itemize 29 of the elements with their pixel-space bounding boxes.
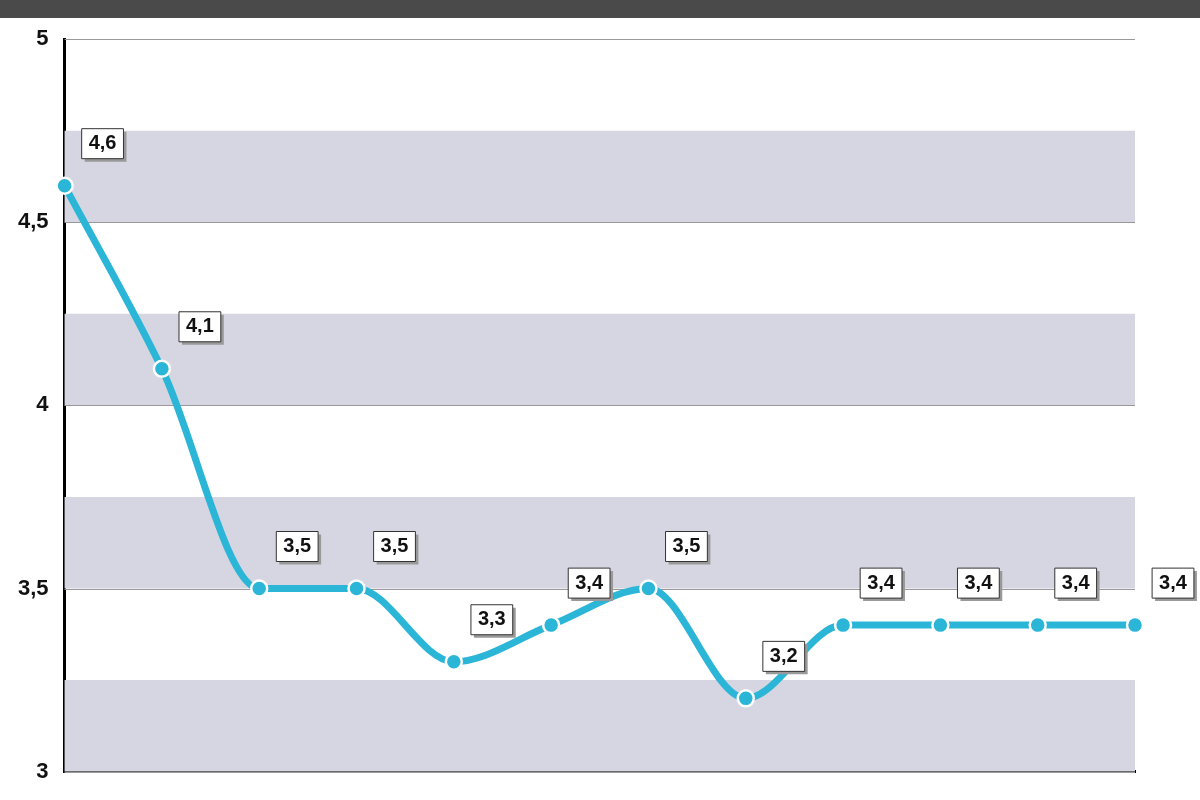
data-label: 4,6: [88, 131, 117, 154]
data-label: 3,5: [380, 534, 409, 557]
y-tick-label: 5: [36, 25, 49, 51]
point: [55, 176, 74, 195]
point: [347, 579, 366, 598]
y-tick-label: 3,5: [17, 574, 49, 600]
data-label: 3,5: [672, 534, 701, 557]
point: [152, 359, 172, 379]
point: [833, 615, 853, 635]
point: [736, 689, 756, 708]
data-label: 4,1: [185, 314, 214, 337]
point: [931, 615, 950, 635]
data-label: 3,4: [1159, 570, 1188, 593]
data-label: 3,4: [1061, 570, 1091, 593]
data-label: 3,4: [575, 570, 604, 593]
y-tick-label: 3: [36, 757, 49, 783]
point: [541, 615, 561, 635]
data-label: 3,2: [769, 643, 798, 666]
point: [1125, 615, 1145, 635]
data-label: 3,5: [283, 534, 312, 557]
data-label: 3,4: [964, 570, 994, 593]
y-tick-label: 4,5: [17, 208, 49, 234]
point: [444, 652, 464, 671]
data-label: 3,3: [477, 607, 506, 630]
data-label: 3,4: [867, 570, 896, 593]
point: [639, 579, 658, 598]
point: [249, 579, 269, 598]
y-tick-label: 4: [36, 391, 50, 417]
point: [1028, 615, 1047, 635]
